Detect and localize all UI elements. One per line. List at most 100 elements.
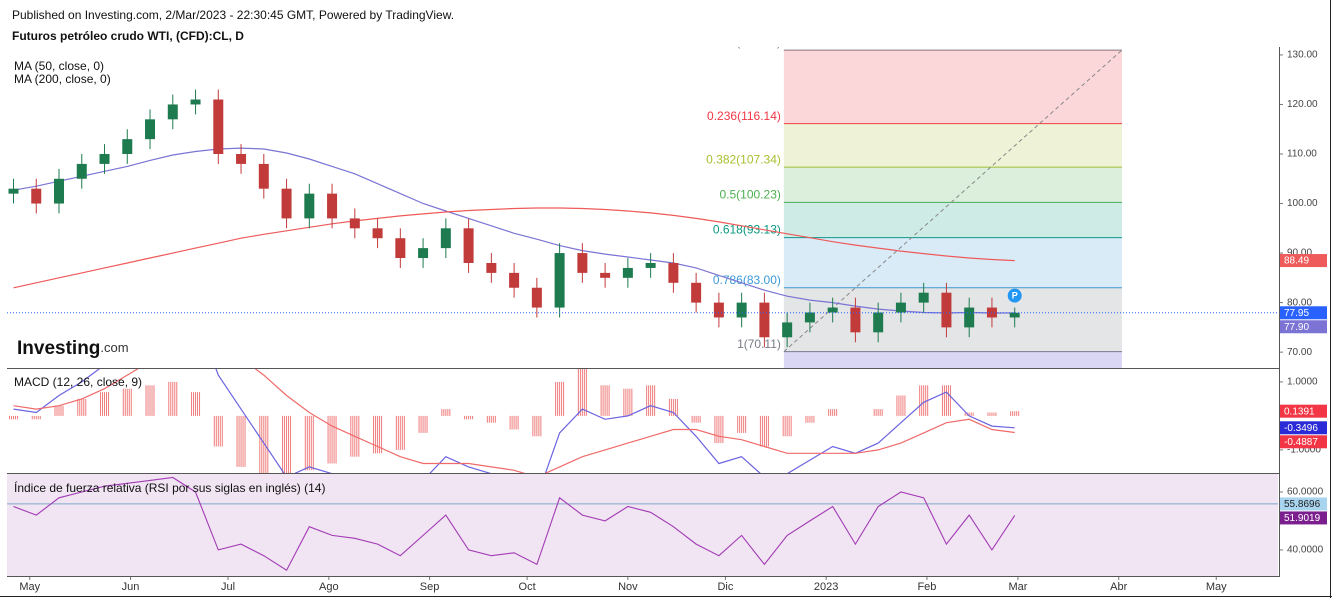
candle-body	[691, 282, 702, 303]
candle-body	[8, 188, 19, 194]
legend-entry: MA (50, close, 0)	[14, 59, 104, 73]
candle-body	[190, 99, 201, 105]
candle-body	[258, 163, 269, 189]
candle-body	[167, 104, 178, 120]
candle-body	[895, 302, 906, 313]
value-badge-label: 77.95	[1284, 308, 1309, 319]
front-layer: May Jun Jul Ago Sep Oct Nov Dic 2023 Feb Mar Abr May…	[7, 50, 1327, 593]
y-tick-label: 100.00	[1287, 198, 1318, 209]
candle-body	[941, 292, 952, 328]
candle-body	[804, 312, 815, 323]
fib-label: 0(130.98)	[730, 35, 781, 49]
fib-band	[783, 167, 1122, 203]
candle-body	[850, 307, 861, 333]
value-badge-label: 88.49	[1284, 256, 1309, 267]
value-badge	[1280, 497, 1327, 511]
candle-body	[418, 248, 429, 259]
value-badge	[1280, 404, 1327, 418]
candle-body	[873, 312, 884, 333]
candle-body	[1009, 312, 1020, 318]
published-note: Published on Investing.com, 2/Mar/2023 -…	[12, 8, 454, 22]
y-tick-label: 110.00	[1287, 149, 1317, 160]
candle-body	[531, 287, 542, 308]
x-tick-label: Jun	[122, 581, 140, 593]
y-tick-label: 1.0000	[1287, 377, 1318, 388]
x-tick-label: Mar	[1008, 581, 1027, 593]
logo-main: Investing	[17, 338, 100, 359]
candle-body	[213, 99, 224, 154]
fib-label: 0.5(100.23)	[720, 188, 781, 202]
value-badge-label: 0.1391	[1284, 406, 1315, 417]
x-tick-label: May	[19, 581, 40, 593]
fib-band	[783, 202, 1122, 238]
candle-body	[668, 262, 679, 283]
candle-body	[440, 228, 451, 249]
fib-label: 0.382(107.34)	[706, 152, 781, 166]
candle-body	[713, 302, 724, 318]
event-marker-label: P	[1012, 290, 1018, 300]
event-marker	[1007, 288, 1022, 303]
x-tick-label: Nov	[618, 581, 638, 593]
y-tick-label: -1.0000	[1287, 445, 1321, 456]
line	[13, 147, 1015, 314]
y-tick-label: 60.0000	[1287, 487, 1324, 498]
x-tick-label: Feb	[917, 581, 936, 593]
fib-label: 0.618(93.13)	[713, 223, 781, 237]
value-badge-label: 51.9019	[1284, 513, 1321, 524]
legend-entry: MA (200, close, 0)	[14, 72, 111, 86]
x-tick-label: Ago	[319, 581, 339, 593]
logo-suffix: .com	[100, 340, 128, 355]
fib-band	[783, 351, 1122, 368]
x-tick-label: Abr	[1110, 581, 1127, 593]
candle-body	[99, 154, 110, 164]
candle-body	[827, 307, 838, 313]
chart-title: Futuros petróleo crudo WTI, (CFD):CL, D	[12, 29, 244, 43]
value-badge-label: -0.3496	[1284, 423, 1318, 434]
logo: Investing.com	[17, 338, 129, 359]
candle-body	[349, 218, 360, 229]
value-badge	[1280, 254, 1327, 268]
fib-label: 1(70.11)	[737, 337, 781, 351]
y-tick-label: 80.00	[1287, 297, 1312, 308]
candle-body	[782, 322, 793, 338]
x-tick-label: Oct	[519, 581, 536, 593]
candle-body	[645, 262, 656, 268]
candle-body	[600, 272, 611, 278]
value-badge-label: -0.4887	[1284, 437, 1318, 448]
value-badge	[1280, 320, 1327, 334]
candle-body	[554, 253, 565, 308]
x-tick-label: Dic	[717, 581, 733, 593]
candle-body	[918, 292, 929, 303]
fib-label: 0.236(116.14)	[707, 109, 781, 123]
x-tick-label: 2023	[814, 581, 838, 593]
candle-body	[964, 307, 975, 328]
y-tick-label: 120.00	[1287, 99, 1318, 110]
fib-band	[783, 50, 1122, 124]
rsi-background	[7, 474, 1278, 576]
candle-body	[327, 193, 338, 219]
panel-title: MACD (12, 26, close, 9)	[14, 375, 142, 389]
line	[13, 476, 1016, 571]
candle-body	[281, 188, 292, 219]
candle-body	[54, 178, 65, 204]
value-badge-label: 77.90	[1284, 322, 1309, 333]
y-tick-label: 90.00	[1287, 248, 1312, 259]
candle-body	[463, 228, 474, 263]
candle-body	[304, 193, 315, 219]
candle-body	[622, 267, 633, 278]
candle-body	[372, 228, 383, 239]
value-badge-label: 55.8696	[1284, 499, 1321, 510]
fib-band	[783, 123, 1122, 168]
panel-title: Índice de fuerza relativa (RSI por sus s…	[14, 480, 325, 495]
line	[13, 369, 1015, 473]
x-tick-label: Sep	[420, 581, 440, 593]
line	[13, 207, 1015, 289]
fib-band	[783, 287, 1122, 352]
value-badge	[1280, 421, 1327, 435]
back-layer: 0(130.98) 0.236(116.14) 0.382(107.34) 0.5(1…	[7, 35, 1278, 505]
x-tick-label: May	[1206, 581, 1227, 593]
y-tick-label: 70.00	[1287, 347, 1312, 358]
candle-body	[577, 253, 588, 273]
